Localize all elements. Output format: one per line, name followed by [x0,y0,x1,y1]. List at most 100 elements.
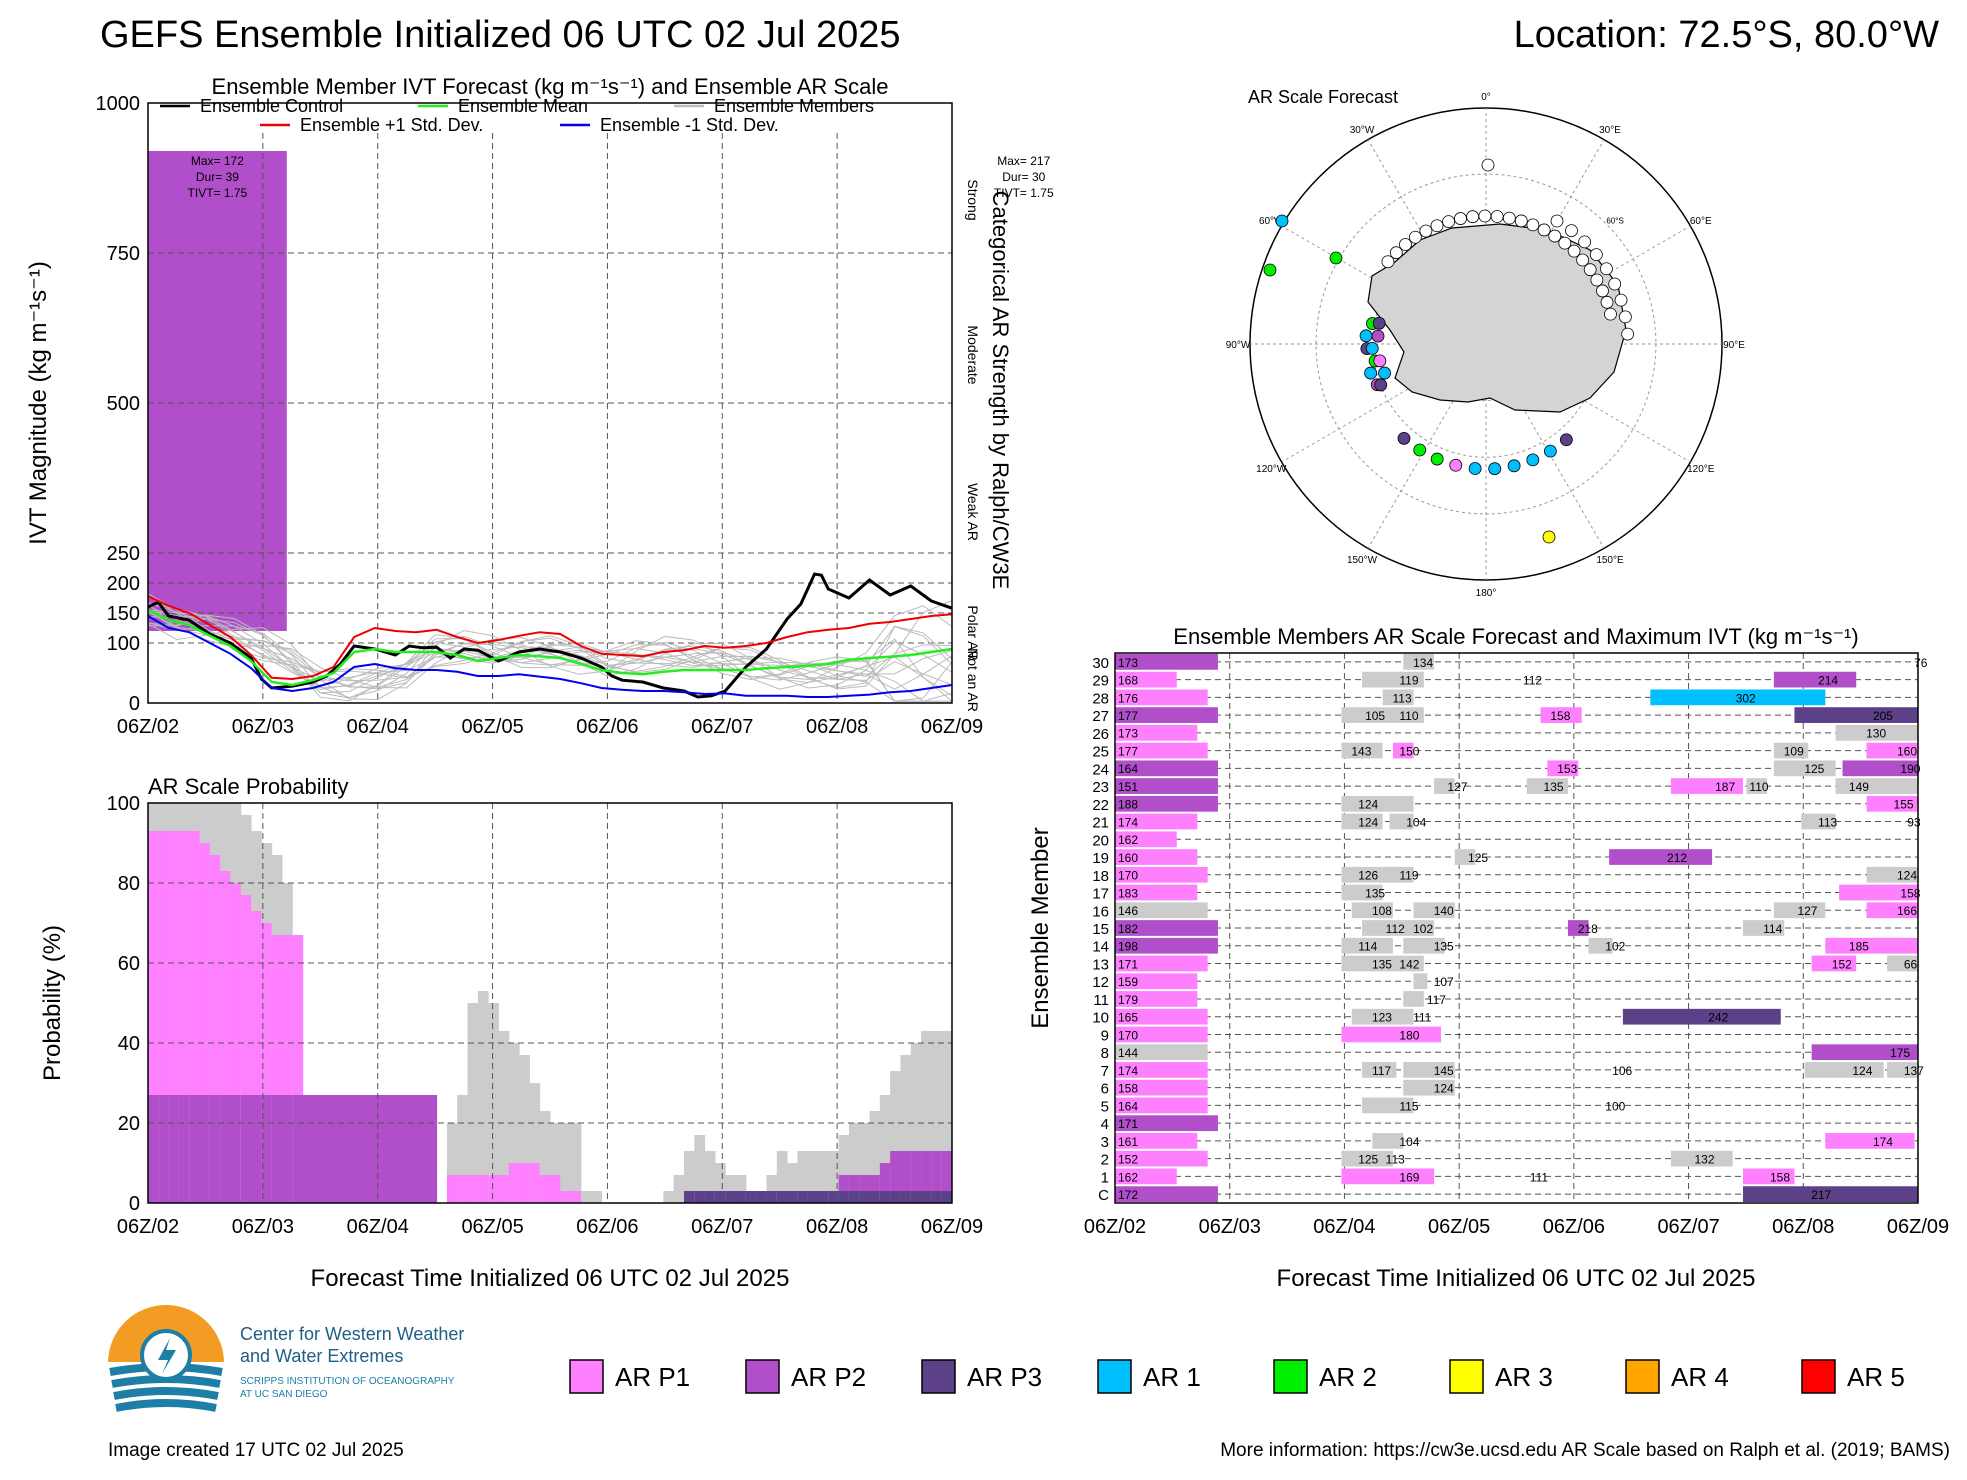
row-label: 20 [1092,832,1109,849]
row-label: 7 [1101,1063,1109,1080]
event-segment [1382,866,1414,883]
y-axis-label: IVT Magnitude (kg m⁻¹s⁻¹) [25,261,52,545]
ivt-value-label: 104 [1399,1135,1419,1149]
station-marker [1389,246,1403,260]
event-segment [1773,671,1857,688]
event-segment [1115,654,1218,670]
station-marker [1263,263,1277,277]
station-marker [1466,210,1480,224]
station-marker [1442,215,1455,228]
event-segment [1670,1150,1733,1167]
probability-bar [323,1095,335,1203]
station-marker [1430,219,1444,233]
station-marker [1590,273,1604,287]
ivt-value-label: 205 [1873,709,1893,723]
logo-line2: and Water Extremes [240,1346,403,1366]
event-segment [1341,866,1383,883]
ivt-value-label: 153 [1557,762,1577,776]
event-segment [1351,1008,1393,1025]
legend-swatch-ar5 [1801,1359,1836,1394]
probability-bar [714,1163,726,1203]
legend-label: Ensemble Mean [458,96,588,116]
probability-bar [385,1095,396,1203]
station-marker [1578,235,1592,249]
probability-bar [807,1191,819,1203]
probability-bar [818,1191,829,1203]
event-segment [1341,813,1383,830]
row-label: 18 [1092,868,1109,885]
ivt-value-label: 124 [1897,869,1917,883]
logo-line1: Center for Western Weather [240,1324,464,1344]
event-segment [1811,955,1857,972]
station-marker [1449,458,1463,472]
antarctica-landmass [1367,223,1627,413]
station-marker [1399,238,1412,251]
probability-bar [168,1095,180,1203]
plot-frame [1114,652,1919,1204]
ivt-value-label: 66 [1904,957,1918,971]
station-marker [1565,224,1578,237]
ivt-value-label: 175 [1890,1046,1910,1060]
probability-bar [776,1151,788,1203]
ivt-value-label: 119 [1399,674,1418,688]
ivt-value-label: 110 [1749,780,1768,794]
page-title: GEFS Ensemble Initialized 06 UTC 02 Jul … [100,14,901,56]
ivt-value-label: 166 [1897,904,1917,918]
event-segment [1403,1062,1455,1078]
y-tick-label: 750 [107,243,140,265]
longitude-label: 0° [1481,92,1491,103]
x-tick-label: 06Z/05 [461,1216,523,1238]
station-marker [1514,214,1528,228]
ar-box-max: Max= 217 [997,154,1050,168]
station-marker [1559,433,1573,447]
ivt-value-label: 127 [1447,780,1467,794]
event-segment [1540,707,1582,723]
legend-label: Ensemble Control [200,96,343,116]
row-label: C [1098,1187,1109,1204]
ar-box-tivt: TIVT= 1.75 [188,186,248,200]
probability-bar [271,1095,283,1203]
ivt-value-label: 113 [1393,691,1412,705]
row-label: 22 [1092,797,1109,814]
chart-title: Ensemble Member IVT Forecast (kg m⁻¹s⁻¹)… [212,74,889,99]
probability-bar [941,1031,953,1203]
x-tick-label: 06Z/03 [232,716,294,738]
row-label: 23 [1092,779,1109,796]
event-segment [1650,689,1826,706]
x-tick-label: 06Z/02 [1084,1216,1146,1238]
probability-bar [704,1191,716,1203]
probability-bar [209,855,221,1203]
event-segment [1547,760,1579,777]
probability-bar [477,1175,489,1203]
ivt-value-label: 164 [1118,762,1138,776]
series-line [147,595,953,681]
ivt-value-label: 114 [1763,922,1782,936]
probability-bar [519,1163,530,1203]
ivt-value-label: 174 [1118,1064,1138,1078]
station-marker [1558,236,1572,250]
ivt-value-label: 124 [1852,1064,1872,1078]
ivt-value-label: 302 [1736,691,1756,705]
station-marker [1397,431,1411,445]
ivt-value-label: 114 [1358,940,1377,954]
event-segment [1866,742,1918,759]
ivt-value-label: 169 [1399,1170,1419,1184]
probability-bar [457,1175,469,1203]
event-segment [1115,991,1198,1007]
ivt-value-label: 130 [1866,727,1886,741]
x-tick-label: 06Z/06 [576,1216,638,1238]
event-segment [1115,902,1208,919]
ivt-value-label: 212 [1667,851,1687,865]
station-marker [1548,229,1562,243]
ivt-value-label: 108 [1372,904,1392,918]
event-segment [1413,902,1455,919]
row-label: 2 [1101,1152,1109,1169]
probability-bar [921,1151,932,1203]
row-label: 21 [1092,815,1109,832]
probability-bar [766,1175,778,1203]
probability-bar [869,1175,881,1203]
ivt-value-label: 117 [1372,1064,1391,1078]
ivt-value-label: 161 [1118,1135,1138,1149]
x-tick-label: 06Z/06 [576,716,638,738]
event-segment [1567,920,1589,936]
